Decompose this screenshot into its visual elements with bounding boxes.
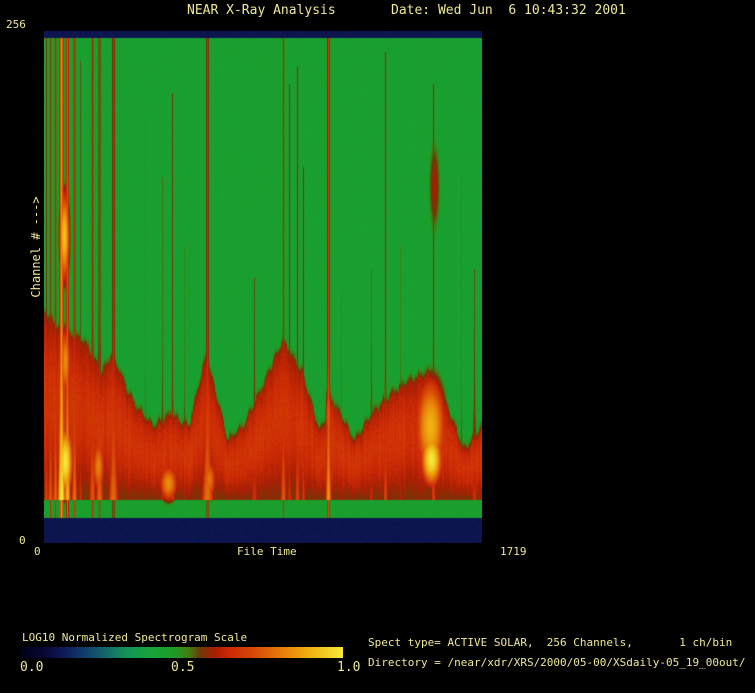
spectrogram-heatmap: [44, 31, 482, 543]
y-axis-min-tick: 0: [19, 534, 26, 547]
colorbar-tick-mid: 0.5: [171, 660, 195, 675]
colorbar-label: LOG10 Normalized Spectrogram Scale: [22, 631, 248, 644]
page-title: NEAR X-Ray Analysis: [187, 3, 336, 18]
colorbar-tick-min: 0.0: [20, 660, 44, 675]
colorbar-tick-max: 1.0: [337, 660, 361, 675]
x-axis-min-tick: 0: [34, 545, 41, 558]
directory-info: Directory = /near/xdr/XRS/2000/05-00/XSd…: [368, 656, 746, 669]
y-axis-max-tick: 256: [6, 18, 26, 31]
date-label: Date: Wed Jun 6 10:43:32 2001: [391, 3, 626, 18]
y-axis-label: Channel # --->: [29, 196, 43, 298]
x-axis-max-tick: 1719: [500, 545, 527, 558]
x-axis-label: File Time: [237, 545, 297, 558]
spect-type-info: Spect type= ACTIVE SOLAR, 256 Channels, …: [368, 636, 733, 649]
colorbar-gradient: [22, 647, 343, 658]
